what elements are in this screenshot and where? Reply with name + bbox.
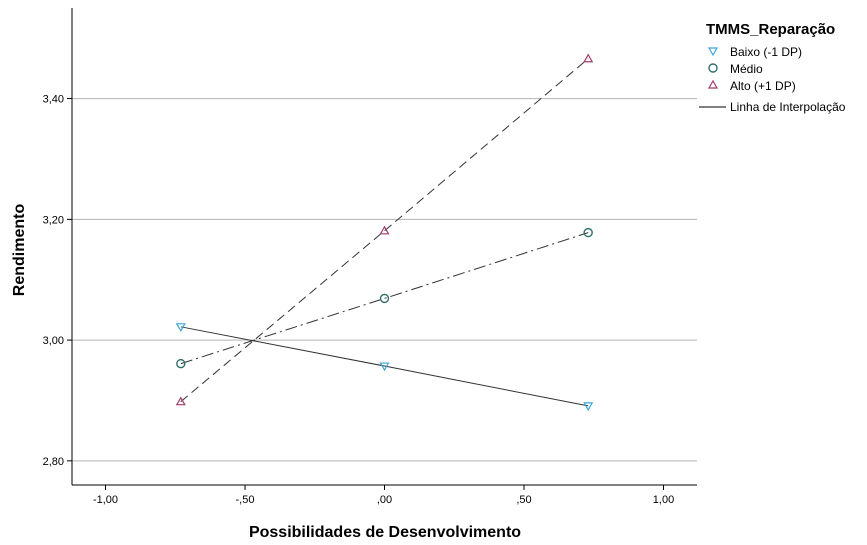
x-tick-label: -1,00 — [93, 494, 118, 506]
data-point-triangle-up — [175, 396, 186, 406]
data-point-triangle-up — [379, 225, 390, 235]
x-axis-ticks: -1,00 -,50 ,00 ,50 1,00 — [93, 485, 674, 506]
series-markers — [175, 53, 594, 412]
legend-interpolation-label: Linha de Interpolação — [730, 100, 846, 114]
series-line-triangle-up — [180, 58, 589, 403]
y-axis-ticks: 2,80 3,00 3,20 3,40 — [43, 94, 72, 468]
y-tick-label: 3,00 — [43, 335, 64, 347]
x-tick-label: 1,00 — [653, 494, 674, 506]
x-tick-label: ,50 — [516, 494, 531, 506]
legend-label: Alto (+1 DP) — [730, 79, 796, 93]
data-point-triangle-down — [379, 362, 390, 372]
x-tick-label: ,00 — [377, 494, 392, 506]
data-point-circle — [583, 227, 593, 238]
series-line-triangle-down — [180, 326, 589, 407]
x-tick-label: -,50 — [236, 494, 255, 506]
legend-label: Médio — [730, 62, 763, 76]
legend-marker-circle — [708, 63, 718, 73]
y-axis-title: Rendimento — [11, 204, 28, 297]
grid-lines — [72, 98, 697, 462]
legend-marker-triangle-up — [707, 79, 719, 89]
axes — [71, 8, 697, 486]
legend-title: TMMS_Reparação — [706, 21, 835, 38]
data-point-triangle-up — [583, 53, 594, 63]
series-line-circle — [180, 232, 589, 365]
y-tick-label: 2,80 — [43, 456, 64, 468]
y-tick-label: 3,20 — [43, 214, 64, 226]
series-lines — [180, 58, 589, 407]
data-point-triangle-down — [583, 402, 594, 412]
y-tick-label: 3,40 — [43, 94, 64, 106]
x-axis-title: Possibilidades de Desenvolvimento — [249, 524, 521, 541]
legend: TMMS_Reparação Baixo (-1 DP) Médio Alto (+… — [699, 21, 846, 114]
legend-marker-triangle-down — [707, 47, 719, 57]
legend-label: Baixo (-1 DP) — [730, 45, 802, 59]
data-point-circle — [176, 358, 186, 369]
legend-items: Baixo (-1 DP) Médio Alto (+1 DP) — [707, 45, 802, 93]
data-point-circle — [379, 293, 390, 304]
data-point-triangle-down — [175, 323, 186, 333]
